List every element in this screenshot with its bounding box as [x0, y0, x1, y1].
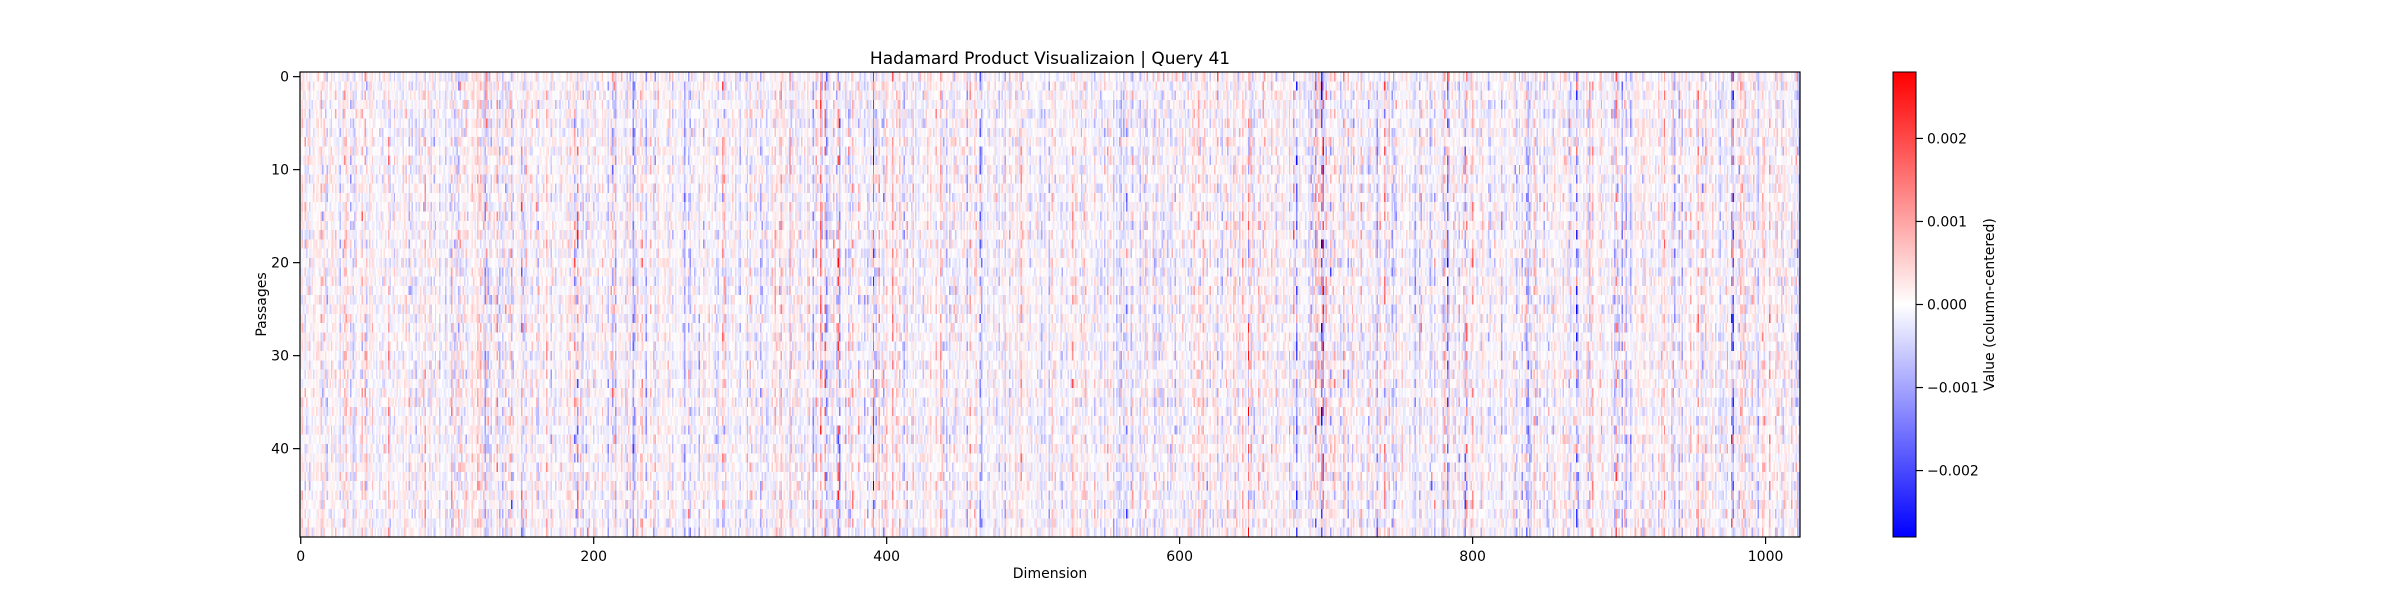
x-axis-label: Dimension [1013, 566, 1087, 582]
colorbar-tick-label: 0.001 [1927, 214, 1967, 230]
x-tick-label: 0 [296, 549, 305, 565]
colorbar-label: Value (column-centered) [1982, 218, 1998, 391]
x-axis: 0 200 400 600 800 1000 [296, 537, 1783, 565]
colorbar-tick-label: 0.000 [1927, 298, 1967, 314]
y-axis: 0 10 20 30 40 [271, 70, 300, 458]
x-tick-label: 600 [1166, 549, 1193, 565]
y-tick-label: 10 [271, 163, 289, 179]
y-axis-label: Passages [254, 272, 270, 336]
colorbar-tick-label: 0.002 [1927, 131, 1967, 147]
x-tick-label: 200 [580, 549, 607, 565]
y-tick-label: 40 [271, 442, 289, 458]
x-tick-label: 400 [873, 549, 900, 565]
heatmap-cells [300, 72, 1800, 537]
x-tick-label: 800 [1459, 549, 1486, 565]
x-tick-label: 1000 [1748, 549, 1784, 565]
colorbar-ticks: 0.002 0.001 0.000 −0.001 −0.002 [1916, 131, 1979, 480]
y-tick-label: 30 [271, 349, 289, 365]
colorbar-tick-label: −0.001 [1927, 381, 1979, 397]
colorbar [1892, 71, 1917, 538]
heatmap-raster [300, 72, 1800, 537]
colorbar-tick-label: −0.002 [1927, 464, 1979, 480]
chart-title: Hadamard Product Visualizaion | Query 41 [870, 49, 1230, 69]
plot-frame [299, 71, 1801, 538]
y-tick-label: 0 [280, 70, 289, 86]
y-tick-label: 20 [271, 256, 289, 272]
